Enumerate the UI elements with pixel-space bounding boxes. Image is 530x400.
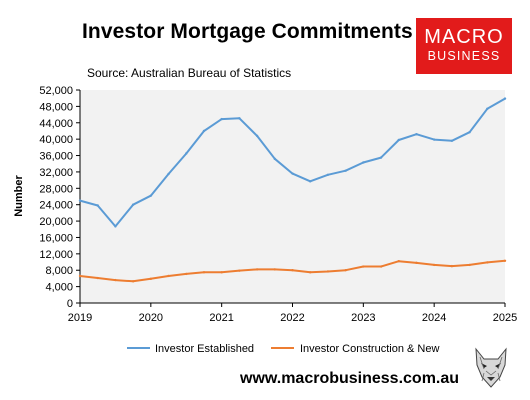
data-point-construction — [415, 261, 418, 265]
y-tick-label: 52,000 — [39, 85, 73, 97]
y-tick-label: 4,000 — [45, 282, 73, 294]
legend-label-established: Investor Established — [155, 343, 254, 355]
legend: Investor Established Investor Constructi… — [127, 343, 439, 355]
data-point-construction — [432, 263, 436, 267]
x-tick-label: 2024 — [422, 312, 446, 324]
data-point-construction — [167, 274, 170, 278]
x-tick-label: 2022 — [280, 312, 304, 324]
y-tick-label: 44,000 — [39, 118, 73, 130]
y-tick-label: 28,000 — [39, 183, 73, 195]
data-point-construction — [202, 271, 206, 274]
data-point-established — [202, 129, 206, 133]
x-tick-label: 2021 — [209, 312, 233, 324]
data-point-construction — [486, 261, 489, 264]
wolf-icon — [475, 347, 507, 388]
x-tick-label: 2023 — [351, 312, 375, 324]
legend-label-construction: Investor Construction & New — [300, 343, 439, 355]
y-tick-label: 24,000 — [39, 200, 73, 212]
data-point-construction — [450, 264, 454, 268]
data-point-established — [486, 107, 489, 111]
logo-line-2: BUSINESS — [427, 49, 501, 63]
data-point-established — [344, 169, 347, 172]
data-point-established — [432, 138, 436, 141]
data-point-construction — [273, 268, 276, 271]
data-point-established — [362, 161, 365, 164]
data-point-established — [96, 204, 99, 207]
data-point-construction — [78, 274, 82, 278]
data-point-construction — [379, 265, 383, 268]
data-point-established — [114, 225, 117, 228]
data-point-established — [149, 194, 153, 197]
data-point-established — [326, 173, 330, 176]
data-point-established — [450, 139, 454, 142]
data-point-established — [397, 138, 400, 142]
data-point-established — [255, 134, 259, 138]
data-point-construction — [114, 278, 117, 282]
data-point-construction — [326, 270, 330, 273]
data-point-construction — [468, 263, 471, 267]
chart-source: Source: Australian Bureau of Statistics — [87, 66, 292, 80]
y-tick-label: 48,000 — [39, 101, 73, 113]
data-point-established — [78, 199, 82, 202]
data-point-construction — [344, 269, 347, 272]
data-point-construction — [397, 260, 400, 263]
data-point-construction — [220, 271, 223, 274]
y-tick-label: 16,000 — [39, 232, 73, 244]
data-point-established — [309, 180, 312, 183]
data-point-construction — [291, 269, 294, 272]
y-tick-label: 20,000 — [39, 216, 73, 228]
y-tick-label: 36,000 — [39, 151, 73, 163]
data-point-established — [273, 157, 276, 161]
data-point-construction — [255, 268, 259, 271]
data-point-established — [291, 172, 294, 175]
data-point-construction — [362, 265, 365, 268]
data-point-established — [468, 130, 471, 134]
y-tick-label: 12,000 — [39, 249, 73, 261]
data-point-established — [379, 156, 383, 159]
x-tick-label: 2019 — [68, 312, 92, 324]
data-point-construction — [131, 280, 135, 283]
data-point-construction — [238, 269, 241, 272]
macrobusiness-logo: MACRO BUSINESS — [416, 18, 512, 74]
chart-title: Investor Mortgage Commitments — [82, 20, 413, 43]
x-tick-label: 2025 — [493, 312, 517, 324]
data-point-established — [220, 117, 223, 121]
logo-line-1: MACRO — [424, 26, 504, 48]
data-point-construction — [185, 272, 188, 276]
data-point-construction — [503, 259, 507, 263]
data-point-established — [131, 203, 135, 206]
website-url: www.macrobusiness.com.au — [240, 370, 460, 387]
y-tick-label: 40,000 — [39, 134, 73, 146]
x-tick-label: 2020 — [139, 312, 163, 324]
data-point-established — [503, 97, 507, 100]
data-point-construction — [309, 271, 312, 274]
y-tick-label: 32,000 — [39, 167, 73, 179]
y-tick-label: 0 — [67, 298, 73, 310]
y-tick-label: 8,000 — [45, 265, 73, 277]
data-point-established — [238, 117, 241, 120]
data-point-established — [185, 152, 188, 155]
data-point-established — [167, 172, 170, 176]
series-layer — [78, 97, 507, 283]
data-point-construction — [149, 277, 153, 281]
y-axis-label: Number — [13, 175, 25, 217]
data-point-established — [415, 133, 418, 136]
data-point-construction — [96, 276, 99, 280]
axes-layer: 0 4,000 8,000 12,000 16,000 20,000 24,000 28,00… — [39, 85, 517, 324]
